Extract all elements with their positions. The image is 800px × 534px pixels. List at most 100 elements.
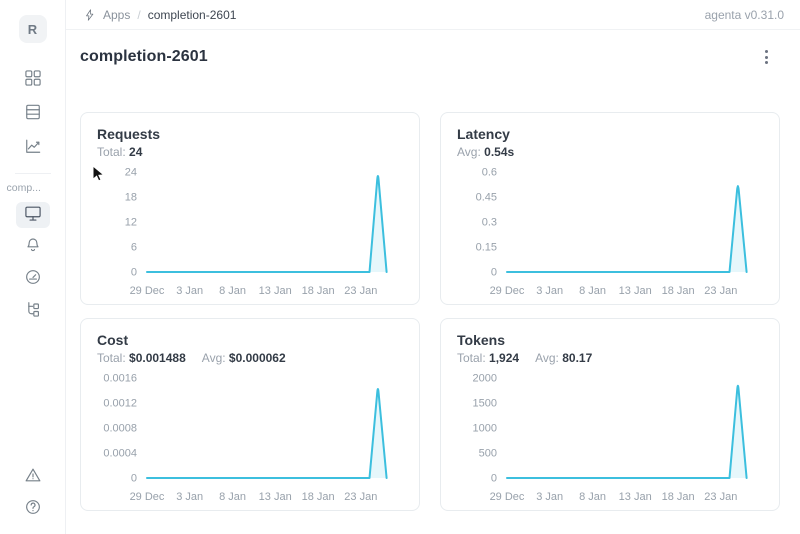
sidebar-item-gauge[interactable] bbox=[16, 266, 50, 292]
svg-text:18 Jan: 18 Jan bbox=[302, 285, 335, 297]
sidebar-app-label: comp... bbox=[6, 182, 41, 194]
trace-tree-icon bbox=[23, 299, 43, 324]
svg-text:3 Jan: 3 Jan bbox=[536, 285, 563, 297]
page-title: completion-2601 bbox=[80, 48, 208, 65]
requests-chart[interactable]: 0 6 12 18 24 29 Dec 3 Jan 8 Jan 13 Jan 18 Jan 23 J… bbox=[97, 162, 403, 302]
tokens-card: Tokens Total: 1,924 Avg: 80.17 0 500 1000 1… bbox=[440, 318, 780, 511]
card-title: Requests bbox=[97, 126, 161, 142]
card-title: Latency bbox=[457, 126, 510, 142]
sidebar-item-notifications[interactable] bbox=[16, 234, 50, 260]
page-title-row: completion-2601 bbox=[80, 46, 776, 68]
svg-text:2000: 2000 bbox=[473, 373, 497, 385]
testsets-table-icon bbox=[23, 102, 43, 127]
sidebar-divider bbox=[14, 173, 51, 174]
sidebar-item-apps[interactable] bbox=[16, 67, 50, 93]
gauge-icon bbox=[23, 267, 43, 292]
svg-text:18 Jan: 18 Jan bbox=[662, 491, 695, 503]
svg-text:0.0016: 0.0016 bbox=[103, 373, 137, 385]
stat-label: Avg: bbox=[201, 351, 226, 365]
stat-label: Avg: bbox=[457, 145, 481, 159]
sidebar-item-testsets[interactable] bbox=[16, 101, 50, 127]
sidebar: R comp... bbox=[0, 0, 66, 534]
app-version-label: agenta v0.31.0 bbox=[704, 7, 784, 22]
svg-text:8 Jan: 8 Jan bbox=[579, 491, 606, 503]
svg-text:3 Jan: 3 Jan bbox=[176, 285, 203, 297]
sidebar-nav-global bbox=[16, 67, 50, 161]
sidebar-item-observability[interactable] bbox=[16, 135, 50, 161]
svg-text:12: 12 bbox=[125, 217, 137, 229]
card-title: Cost bbox=[97, 332, 129, 348]
apps-grid-icon bbox=[23, 68, 43, 93]
svg-text:18: 18 bbox=[125, 192, 137, 204]
svg-text:1000: 1000 bbox=[473, 423, 497, 435]
breadcrumb-current: completion-2601 bbox=[147, 7, 237, 22]
lightning-bolt-icon bbox=[83, 8, 97, 22]
alert-triangle-icon bbox=[23, 465, 43, 490]
stat-value: 80.17 bbox=[562, 351, 593, 365]
cost-card: Cost Total: $0.001488 Avg: $0.000062 0 0.… bbox=[80, 318, 420, 511]
svg-text:23 Jan: 23 Jan bbox=[704, 285, 737, 297]
metrics-grid: Requests Total: 24 0 6 12 18 24 29 Dec 3 Jan 8 … bbox=[80, 112, 780, 511]
latency-card: Latency Avg: 0.54s 0 0.15 0.3 0.45 0.6 29 Dec… bbox=[440, 112, 780, 305]
svg-text:0: 0 bbox=[131, 267, 137, 279]
svg-text:8 Jan: 8 Jan bbox=[219, 491, 246, 503]
stat-value: $0.001488 bbox=[129, 351, 186, 365]
svg-text:29 Dec: 29 Dec bbox=[490, 285, 525, 297]
svg-text:3 Jan: 3 Jan bbox=[536, 491, 563, 503]
svg-text:0.45: 0.45 bbox=[476, 192, 497, 204]
stat-label: Total: bbox=[97, 351, 126, 365]
svg-text:13 Jan: 13 Jan bbox=[619, 491, 652, 503]
svg-text:0.0008: 0.0008 bbox=[103, 423, 137, 435]
stat-value: 0.54s bbox=[484, 145, 515, 159]
svg-text:23 Jan: 23 Jan bbox=[704, 491, 737, 503]
svg-text:0.3: 0.3 bbox=[482, 217, 497, 229]
svg-text:6: 6 bbox=[131, 242, 137, 254]
svg-text:18 Jan: 18 Jan bbox=[302, 491, 335, 503]
svg-text:0.15: 0.15 bbox=[476, 242, 497, 254]
svg-text:0.0012: 0.0012 bbox=[103, 398, 137, 410]
stat-label: Total: bbox=[97, 145, 126, 159]
svg-text:13 Jan: 13 Jan bbox=[259, 491, 292, 503]
stat-value: $0.000062 bbox=[228, 351, 286, 365]
observability-chart-icon bbox=[23, 136, 43, 161]
sidebar-item-traces[interactable] bbox=[16, 298, 50, 324]
svg-text:8 Jan: 8 Jan bbox=[219, 285, 246, 297]
card-stats: Total: $0.001488 Avg: $0.000062 bbox=[97, 350, 403, 366]
stat-value: 24 bbox=[129, 145, 143, 159]
svg-text:24: 24 bbox=[125, 167, 137, 179]
svg-text:0: 0 bbox=[131, 473, 137, 485]
svg-text:1500: 1500 bbox=[473, 398, 497, 410]
stat-value: 1,924 bbox=[489, 351, 520, 365]
sidebar-item-overview[interactable] bbox=[15, 202, 50, 228]
svg-text:29 Dec: 29 Dec bbox=[130, 491, 165, 503]
card-stats: Avg: 0.54s bbox=[457, 144, 763, 160]
breadcrumb-apps-link[interactable]: Apps bbox=[103, 7, 131, 22]
workspace-avatar[interactable]: R bbox=[18, 15, 47, 43]
svg-text:13 Jan: 13 Jan bbox=[619, 285, 652, 297]
svg-text:29 Dec: 29 Dec bbox=[130, 285, 165, 297]
requests-card: Requests Total: 24 0 6 12 18 24 29 Dec 3 Jan 8 … bbox=[80, 112, 420, 305]
svg-text:29 Dec: 29 Dec bbox=[490, 491, 525, 503]
latency-chart[interactable]: 0 0.15 0.3 0.45 0.6 29 Dec 3 Jan 8 Jan 13 Jan 18 … bbox=[457, 162, 763, 302]
sidebar-item-help[interactable] bbox=[16, 496, 50, 522]
svg-text:13 Jan: 13 Jan bbox=[259, 285, 292, 297]
tokens-chart[interactable]: 0 500 1000 1500 2000 29 Dec 3 Jan 8 Jan 13 Jan 18… bbox=[457, 368, 763, 508]
svg-text:0: 0 bbox=[491, 267, 497, 279]
card-title: Tokens bbox=[457, 332, 505, 348]
sidebar-item-alerts[interactable] bbox=[16, 464, 50, 490]
top-header: Apps / completion-2601 agenta v0.31.0 bbox=[66, 0, 800, 30]
cost-chart[interactable]: 0 0.0004 0.0008 0.0012 0.0016 29 Dec 3 Jan 8 Ja… bbox=[97, 368, 403, 508]
sidebar-nav-app bbox=[15, 202, 50, 324]
card-stats: Total: 1,924 Avg: 80.17 bbox=[457, 350, 763, 366]
help-circle-icon bbox=[23, 497, 43, 522]
kebab-menu-button[interactable] bbox=[756, 46, 776, 68]
svg-text:8 Jan: 8 Jan bbox=[579, 285, 606, 297]
card-stats: Total: 24 bbox=[97, 144, 403, 160]
svg-text:500: 500 bbox=[479, 448, 497, 460]
svg-text:0.6: 0.6 bbox=[482, 167, 497, 179]
svg-text:0: 0 bbox=[491, 473, 497, 485]
breadcrumb-separator: / bbox=[137, 7, 141, 22]
sidebar-nav-bottom bbox=[16, 464, 50, 522]
svg-text:18 Jan: 18 Jan bbox=[662, 285, 695, 297]
svg-text:0.0004: 0.0004 bbox=[103, 448, 137, 460]
